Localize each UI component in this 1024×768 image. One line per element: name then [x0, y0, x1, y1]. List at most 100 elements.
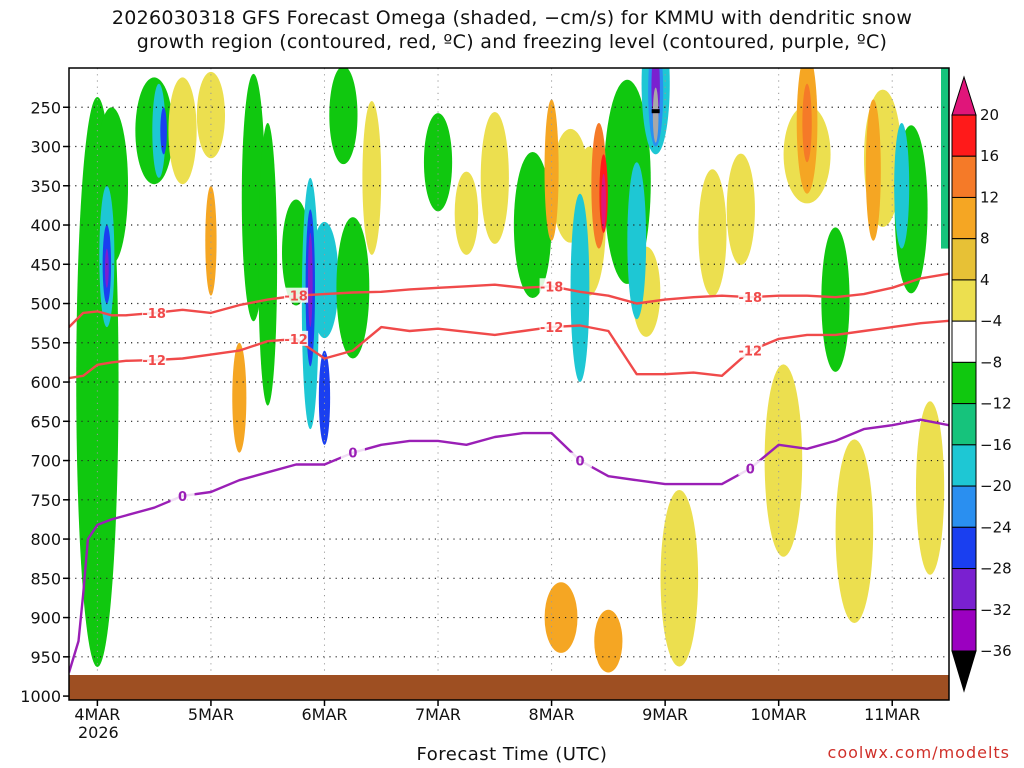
x-tick-label: 4MAR [74, 705, 120, 724]
omega-core [802, 83, 812, 163]
y-tick-label: 700 [30, 452, 61, 471]
colorbar-segment [951, 114, 977, 157]
colorbar-label: 20 [980, 106, 999, 124]
contour-label: -12 [540, 321, 564, 336]
omega-cell [660, 489, 699, 667]
x-tick-label: 11MAR [864, 705, 920, 724]
omega-core [894, 122, 910, 249]
omega-cell [480, 111, 509, 244]
colorbar-segment [951, 361, 977, 405]
y-tick-label: 650 [30, 412, 61, 431]
x-axis-title: Forecast Time (UTC) [416, 744, 608, 765]
chart-title: 2026030318 GFS Forecast Omega (shaded, −… [0, 6, 1024, 54]
colorbar-segment [951, 609, 977, 652]
y-tick-label: 400 [30, 216, 61, 235]
colorbar-segment [951, 403, 977, 446]
omega-cell [764, 364, 803, 557]
x-axis-year-label: 2026 [78, 723, 119, 742]
omega-cell [726, 153, 755, 266]
contour-label: -12 [284, 333, 308, 348]
colorbar-segment [951, 155, 977, 198]
contour-line [69, 272, 949, 328]
omega-core [104, 248, 109, 288]
colorbar-segment [951, 526, 977, 570]
omega-cell [915, 401, 945, 575]
colorbar-label: −28 [980, 560, 1012, 578]
y-tick-label: 750 [30, 491, 61, 510]
plot-frame [68, 67, 950, 701]
y-tick-label: 250 [30, 98, 61, 117]
contour-label-bg [738, 289, 763, 305]
omega-cell [835, 439, 874, 624]
colorbar-segment [951, 238, 977, 281]
contour-label-bg [142, 304, 167, 320]
omega-cell [513, 152, 552, 299]
x-axis: 4MAR 5MAR 6MAR 7MAR 8MAR 9MAR 10MAR 11MAR [74, 700, 920, 724]
contour-label-bg [567, 452, 592, 468]
omega-core [652, 87, 659, 143]
contour-label: -18 [540, 280, 564, 295]
colorbar-top-arrow [951, 75, 977, 116]
colorbar-label: −36 [980, 642, 1012, 660]
omega-cell [821, 227, 850, 372]
contour-label-bg [539, 319, 564, 335]
omega-shaded-field [76, 68, 949, 673]
y-tick-label: 850 [30, 569, 61, 588]
colorbar-bottom-arrow [951, 650, 977, 693]
y-tick-label: 800 [30, 530, 61, 549]
contour-label-bg [738, 460, 763, 476]
contour-label-bg [284, 287, 309, 303]
colorbar-label: −12 [980, 395, 1012, 413]
contour-label-bg [738, 342, 763, 358]
colorbar-label: 12 [980, 188, 999, 206]
colorbar-legend: 20 16 12 8 4 −4 −8 −12 −16 −20 −24 −28 −32 −36 [951, 75, 1012, 693]
x-tick-label: 10MAR [751, 705, 807, 724]
site-credit: coolwx.com/modelts [827, 743, 1010, 762]
contour-line [69, 418, 949, 673]
omega-cell [329, 68, 358, 165]
title-line-1: 2026030318 GFS Forecast Omega (shaded, −… [111, 7, 913, 29]
x-tick-label: 6MAR [301, 705, 347, 724]
omega-core-marker [651, 109, 660, 114]
contour-label-bg [142, 352, 167, 368]
y-tick-label: 950 [30, 648, 61, 667]
y-tick-label: 900 [30, 609, 61, 628]
y-tick-label: 450 [30, 255, 61, 274]
colorbar-segment [951, 196, 977, 240]
colorbar-label: 8 [980, 230, 990, 248]
contour-label: 0 [178, 490, 187, 505]
title-line-2: growth region (contoured, red, ºC) and f… [136, 31, 888, 53]
y-axis: 250 300 350 400 450 500 550 600 650 700 750 800 850 9… [20, 98, 69, 706]
contour-label: -12 [739, 345, 763, 360]
colorbar-label: −24 [980, 518, 1012, 536]
omega-cell [362, 100, 382, 255]
colorbar-label: −16 [980, 436, 1012, 454]
y-tick-label: 600 [30, 373, 61, 392]
omega-cell [168, 77, 197, 185]
x-tick-label: 9MAR [642, 705, 688, 724]
omega-core [307, 232, 313, 328]
omega-cell [454, 171, 479, 255]
contour-label: -18 [284, 290, 308, 305]
contour-label: 0 [746, 462, 755, 477]
omega-core [570, 193, 590, 383]
colorbar-label: 4 [980, 271, 990, 289]
omega-cell [196, 71, 226, 159]
colorbar-label: −8 [980, 353, 1002, 371]
colorbar-segment [951, 320, 977, 363]
y-tick-label: 500 [30, 295, 61, 314]
colorbar-segment [951, 485, 977, 528]
ground-surface [69, 675, 949, 700]
colorbar-label: −32 [980, 601, 1012, 619]
x-tick-label: 7MAR [415, 705, 461, 724]
contour-label: 0 [575, 455, 584, 470]
right-edge-cell [941, 68, 949, 249]
contour-label-bg [539, 278, 564, 294]
colorbar-segment [951, 568, 977, 611]
colorbar-label: −4 [980, 312, 1002, 330]
y-tick-label: 550 [30, 334, 61, 353]
y-tick-label: 350 [30, 177, 61, 196]
omega-core [544, 99, 559, 241]
omega-core [544, 582, 578, 653]
